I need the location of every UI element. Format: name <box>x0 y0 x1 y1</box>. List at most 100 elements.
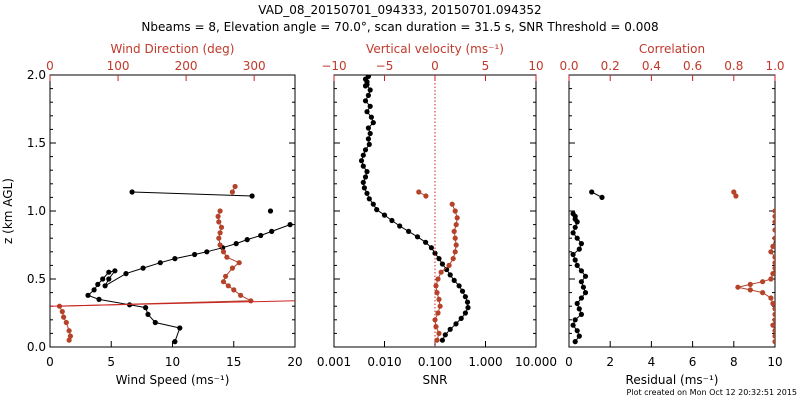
data-point <box>217 242 223 248</box>
data-point <box>578 268 585 274</box>
data-point <box>217 208 223 214</box>
data-point <box>453 222 459 228</box>
data-point <box>216 219 222 225</box>
data-point <box>454 215 460 221</box>
data-point <box>370 120 376 126</box>
data-point <box>362 147 369 153</box>
data-point <box>599 194 605 200</box>
data-point <box>772 265 775 271</box>
data-point <box>365 136 371 142</box>
data-point <box>735 284 741 290</box>
data-point <box>215 213 221 219</box>
x-tick-label: 5 <box>107 355 115 369</box>
series-line <box>50 300 295 307</box>
data-point <box>258 232 264 239</box>
data-point <box>458 315 464 321</box>
data-point <box>414 234 421 240</box>
data-point <box>229 189 235 195</box>
y-axis-label: z (km AGL) <box>1 178 15 244</box>
x2-axis-label: Vertical velocity (ms⁻¹) <box>366 42 504 56</box>
data-point <box>439 337 445 343</box>
series-group <box>50 183 295 345</box>
x2-tick-label: 0.6 <box>683 59 702 73</box>
data-point <box>432 317 438 323</box>
x2-tick-label: 100 <box>107 59 130 73</box>
data-point <box>85 292 91 298</box>
data-point <box>416 189 422 195</box>
series-line <box>360 75 469 341</box>
series-line <box>87 224 291 342</box>
data-point <box>465 305 471 311</box>
data-point <box>362 174 369 180</box>
data-point <box>570 322 576 328</box>
data-point <box>249 193 255 199</box>
x-tick-label: 0.010 <box>367 355 401 369</box>
data-point <box>91 287 97 293</box>
data-point <box>772 227 775 233</box>
data-point <box>102 283 108 289</box>
data-point <box>772 254 775 260</box>
data-point <box>224 254 230 260</box>
data-point <box>572 216 578 222</box>
data-point <box>770 271 775 277</box>
x-tick-label: 0.001 <box>317 355 351 369</box>
data-point <box>574 235 580 241</box>
data-point <box>447 326 453 332</box>
data-point <box>157 260 163 266</box>
x-tick-label: 10 <box>165 355 180 369</box>
data-point <box>432 250 438 256</box>
x2-tick-label: 300 <box>243 59 266 73</box>
data-point <box>220 249 227 255</box>
data-point <box>434 290 440 296</box>
x2-tick-label: 0.4 <box>642 59 661 73</box>
x-tick-label: 2 <box>606 355 614 369</box>
data-point <box>145 311 151 317</box>
x2-tick-label: 0.8 <box>724 59 743 73</box>
data-point <box>464 299 471 305</box>
data-point <box>220 279 227 285</box>
plot-frame <box>49 74 296 348</box>
data-point <box>433 324 439 330</box>
x2-tick-label: −10 <box>321 59 346 73</box>
data-point <box>406 228 412 234</box>
data-point <box>456 283 462 289</box>
data-point <box>365 75 371 79</box>
series-line <box>737 211 775 342</box>
y-tick-label: 2.0 <box>27 68 46 82</box>
x-tick-label: 4 <box>648 355 656 369</box>
data-point <box>59 309 65 315</box>
data-point <box>66 337 72 343</box>
data-point <box>589 189 595 195</box>
data-point <box>360 179 366 185</box>
data-point <box>287 222 293 228</box>
data-point <box>572 257 578 263</box>
plot-frame <box>568 74 776 348</box>
data-point <box>582 290 589 296</box>
x2-tick-label: 0.2 <box>601 59 620 73</box>
data-point <box>570 211 576 217</box>
data-point <box>63 319 69 326</box>
data-point <box>768 295 774 301</box>
data-point <box>367 87 373 93</box>
data-point <box>433 283 439 289</box>
data-point <box>442 332 448 338</box>
data-point <box>67 333 73 339</box>
data-point <box>578 279 585 285</box>
data-point <box>229 265 235 271</box>
data-point <box>570 251 576 258</box>
data-point <box>772 306 775 312</box>
data-point <box>140 265 146 271</box>
data-point <box>768 276 774 282</box>
data-point <box>459 288 466 294</box>
x2-tick-label: 0.0 <box>559 59 578 73</box>
x-tick-label: 0.100 <box>418 355 452 369</box>
data-point <box>225 283 231 289</box>
x2-tick-label: 200 <box>175 59 198 73</box>
data-point <box>747 281 753 287</box>
plot-created-footer: Plot created on Mon Oct 12 20:32:51 2015 <box>627 388 797 397</box>
title-line-2: Nbeams = 8, Elevation angle = 70.0°, sca… <box>141 20 658 34</box>
x2-tick-label: 1.0 <box>765 59 784 73</box>
data-point <box>423 193 429 199</box>
y-tick-label: 0.0 <box>27 340 46 354</box>
